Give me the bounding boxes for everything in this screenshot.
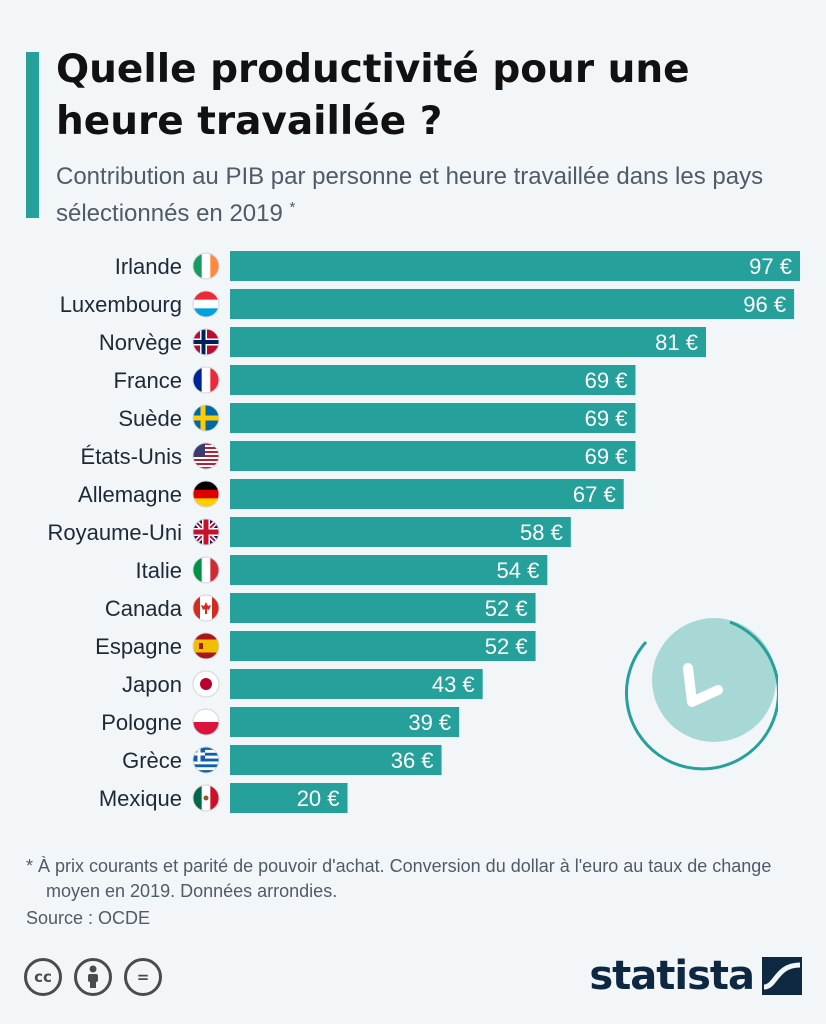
poland-flag-icon <box>192 708 220 736</box>
value-label: 67 € <box>573 482 616 507</box>
bar[interactable] <box>230 289 795 319</box>
italy-flag-icon <box>192 556 220 584</box>
bar-chart: Irlande 97 € Luxembourg 96 € Norvège 81 € Fran… <box>48 251 800 813</box>
accent-bar <box>26 52 39 218</box>
bar[interactable] <box>230 707 460 737</box>
value-label: 52 € <box>485 634 528 659</box>
value-label: 97 € <box>749 254 792 279</box>
greece-flag-icon <box>192 746 220 774</box>
category-label: Italie <box>136 558 182 583</box>
statista-logo-icon <box>762 957 802 995</box>
category-label: Japon <box>122 672 182 697</box>
category-label: Pologne <box>101 710 182 735</box>
luxembourg-flag-icon <box>192 290 220 318</box>
category-label: Espagne <box>95 634 182 659</box>
category-label: Royaume-Uni <box>48 520 183 545</box>
subtitle-text: Contribution au PIB par personne et heur… <box>56 163 764 227</box>
value-label: 96 € <box>743 292 786 317</box>
bar[interactable] <box>230 251 800 281</box>
bar[interactable] <box>230 593 536 623</box>
value-label: 43 € <box>432 672 475 697</box>
brand-name: statista <box>589 953 755 999</box>
clock-icon <box>625 618 778 771</box>
category-label: Luxembourg <box>60 292 182 317</box>
value-label: 54 € <box>496 558 539 583</box>
bar[interactable] <box>230 517 571 547</box>
value-label: 58 € <box>520 520 563 545</box>
bar[interactable] <box>230 783 348 813</box>
value-label: 69 € <box>585 406 628 431</box>
value-label: 52 € <box>485 596 528 621</box>
person-icon <box>88 965 98 988</box>
category-label: Grèce <box>122 748 182 773</box>
bar[interactable] <box>230 327 706 357</box>
bar[interactable] <box>230 479 624 509</box>
category-label: France <box>114 368 182 393</box>
category-label: Mexique <box>99 786 182 811</box>
footnote: * À prix courants et parité de pouvoir d… <box>26 856 772 901</box>
flags-layer <box>192 252 220 812</box>
cc-icon[interactable]: cc <box>24 958 62 996</box>
no-derivatives-icon[interactable]: = <box>124 958 162 996</box>
bar[interactable] <box>230 365 636 395</box>
bar[interactable] <box>230 403 636 433</box>
category-label: Canada <box>105 596 183 621</box>
statista-logo[interactable]: statista <box>589 953 802 999</box>
page-subtitle: Contribution au PIB par personne et heur… <box>56 161 796 229</box>
bar[interactable] <box>230 669 483 699</box>
bar[interactable] <box>230 555 548 585</box>
sweden-flag-icon <box>192 404 220 432</box>
category-label: Irlande <box>115 254 182 279</box>
ireland-flag-icon <box>192 252 220 280</box>
value-label: 81 € <box>655 330 698 355</box>
category-label: Allemagne <box>78 482 182 507</box>
value-label: 69 € <box>585 444 628 469</box>
category-label: Norvège <box>99 330 182 355</box>
bar[interactable] <box>230 441 636 471</box>
value-label: 69 € <box>585 368 628 393</box>
bar[interactable] <box>230 631 536 661</box>
bar[interactable] <box>230 745 442 775</box>
spain-flag-icon <box>192 632 220 660</box>
usa-flag-icon <box>192 442 220 470</box>
value-label: 39 € <box>408 710 451 735</box>
page-title: Quelle productivité pour une heure trava… <box>56 47 690 144</box>
canada-flag-icon <box>192 594 220 622</box>
license-icons: cc = <box>24 958 162 996</box>
value-label: 20 € <box>297 786 340 811</box>
mexico-flag-icon <box>192 784 220 812</box>
norway-flag-icon <box>192 328 220 356</box>
germany-flag-icon <box>192 480 220 508</box>
source: Source : OCDE <box>26 908 151 928</box>
value-label: 36 € <box>391 748 434 773</box>
attribution-icon[interactable] <box>74 958 112 996</box>
subtitle-footnote-mark: * <box>289 199 296 216</box>
uk-flag-icon <box>192 518 220 546</box>
bars-layer: Irlande 97 € Luxembourg 96 € Norvège 81 € Fran… <box>48 251 800 813</box>
france-flag-icon <box>192 366 220 394</box>
category-label: Suède <box>118 406 182 431</box>
category-label: États-Unis <box>81 444 182 469</box>
japan-flag-icon <box>192 670 220 698</box>
